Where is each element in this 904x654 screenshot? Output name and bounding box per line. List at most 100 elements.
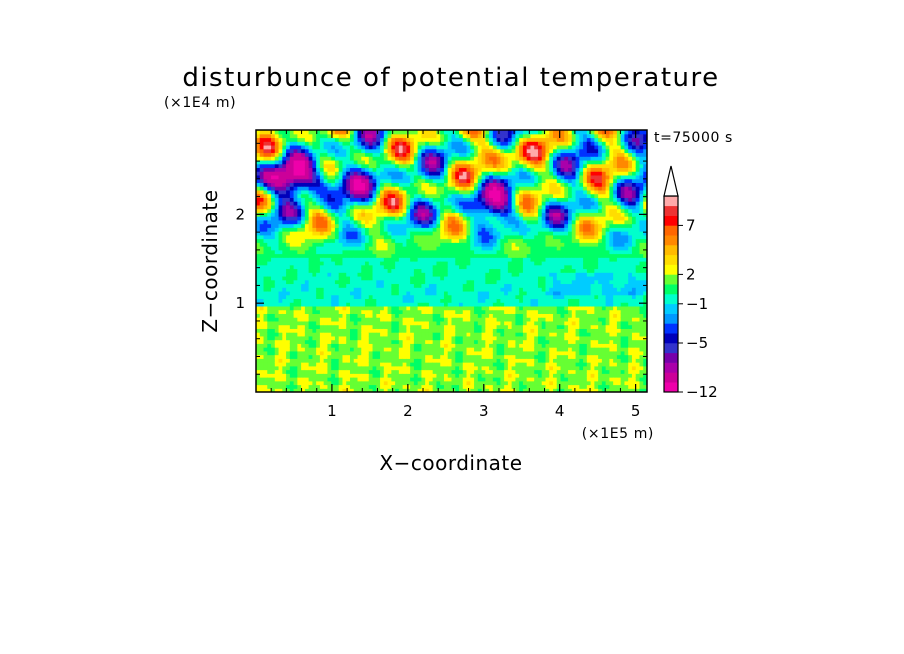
contour-cell — [504, 156, 509, 161]
contour-cell — [451, 193, 456, 198]
contour-cell — [349, 347, 355, 352]
contour-cell — [395, 163, 400, 169]
contour-cell — [323, 130, 329, 135]
contour-cell — [259, 171, 265, 176]
contour-cell — [316, 186, 321, 191]
contour-cell — [383, 208, 389, 213]
contour-cell — [286, 231, 291, 236]
contour-cell — [372, 279, 377, 285]
contour-cell — [338, 358, 344, 363]
contour-cell — [507, 261, 513, 266]
contour-cell — [289, 261, 295, 266]
contour-cell — [511, 208, 517, 213]
contour-cell — [289, 133, 295, 139]
contour-cell — [372, 272, 377, 277]
contour-cell — [312, 358, 317, 363]
contour-cell — [316, 156, 321, 161]
contour-cell — [271, 167, 276, 172]
contour-cell — [331, 317, 336, 322]
contour-cell — [263, 343, 268, 348]
contour-cell — [500, 362, 505, 367]
contour-cell — [319, 354, 325, 359]
contour-cell — [511, 283, 517, 288]
contour-cell — [361, 182, 366, 187]
contour-cell — [443, 178, 449, 183]
contour-cell — [304, 249, 310, 255]
contour-cell — [500, 369, 505, 374]
contour-cell — [387, 212, 392, 217]
contour-cell — [481, 339, 486, 344]
contour-cell — [376, 354, 381, 359]
contour-cell — [466, 197, 471, 202]
contour-cell — [432, 294, 438, 300]
contour-cell — [519, 163, 524, 169]
contour-cell — [428, 317, 434, 322]
contour-cell — [455, 358, 460, 363]
contour-cell — [485, 174, 490, 180]
contour-cell — [383, 388, 389, 392]
contour-cell — [406, 144, 411, 150]
contour-cell — [372, 178, 377, 183]
contour-cell — [451, 141, 456, 146]
contour-cell — [278, 377, 283, 382]
contour-cell — [327, 186, 332, 191]
contour-cell — [459, 227, 464, 232]
contour-cell — [271, 234, 276, 240]
contour-cell — [519, 335, 524, 341]
contour-cell — [301, 189, 306, 195]
contour-cell — [365, 313, 370, 318]
contour-cell — [451, 186, 456, 191]
contour-cell — [402, 335, 407, 341]
contour-cell — [504, 287, 509, 292]
contour-cell — [319, 249, 325, 255]
contour-cell — [376, 152, 381, 157]
contour-cell — [470, 350, 475, 356]
contour-cell — [474, 219, 479, 225]
contour-cell — [398, 354, 404, 359]
contour-cell — [504, 350, 509, 356]
contour-cell — [342, 231, 347, 236]
contour-cell — [432, 197, 438, 202]
contour-cell — [402, 362, 407, 367]
contour-cell — [308, 328, 313, 333]
contour-cell — [470, 163, 475, 169]
contour-cell — [447, 339, 453, 344]
contour-cell — [316, 227, 321, 232]
contour-cell — [504, 189, 509, 195]
contour-cell — [372, 339, 377, 344]
contour-cell — [425, 163, 430, 169]
contour-cell — [507, 133, 513, 139]
contour-cell — [462, 246, 468, 251]
contour-cell — [282, 305, 287, 311]
contour-cell — [492, 294, 498, 300]
contour-cell — [301, 309, 306, 314]
contour-cell — [289, 246, 295, 251]
contour-cell — [402, 377, 407, 382]
contour-cell — [481, 189, 486, 195]
contour-cell — [319, 298, 325, 303]
contour-cell — [515, 384, 520, 389]
contour-cell — [383, 163, 389, 169]
contour-cell — [346, 279, 351, 285]
contour-cell — [387, 186, 392, 191]
contour-cell — [286, 223, 291, 228]
contour-cell — [436, 290, 441, 296]
contour-cell — [477, 309, 483, 314]
contour-cell — [466, 141, 471, 146]
contour-cell — [368, 178, 374, 183]
contour-cell — [304, 197, 310, 202]
contour-cell — [417, 242, 423, 247]
contour-cell — [428, 290, 434, 296]
contour-cell — [455, 178, 460, 183]
contour-cell — [319, 163, 325, 169]
contour-cell — [455, 182, 460, 187]
contour-cell — [515, 141, 520, 146]
contour-cell — [515, 332, 520, 337]
contour-cell — [413, 324, 419, 329]
contour-cell — [301, 246, 306, 251]
contour-cell — [413, 197, 419, 202]
contour-cell — [383, 309, 389, 314]
contour-cell — [421, 320, 426, 326]
contour-cell — [477, 148, 483, 154]
contour-cell — [440, 178, 445, 183]
